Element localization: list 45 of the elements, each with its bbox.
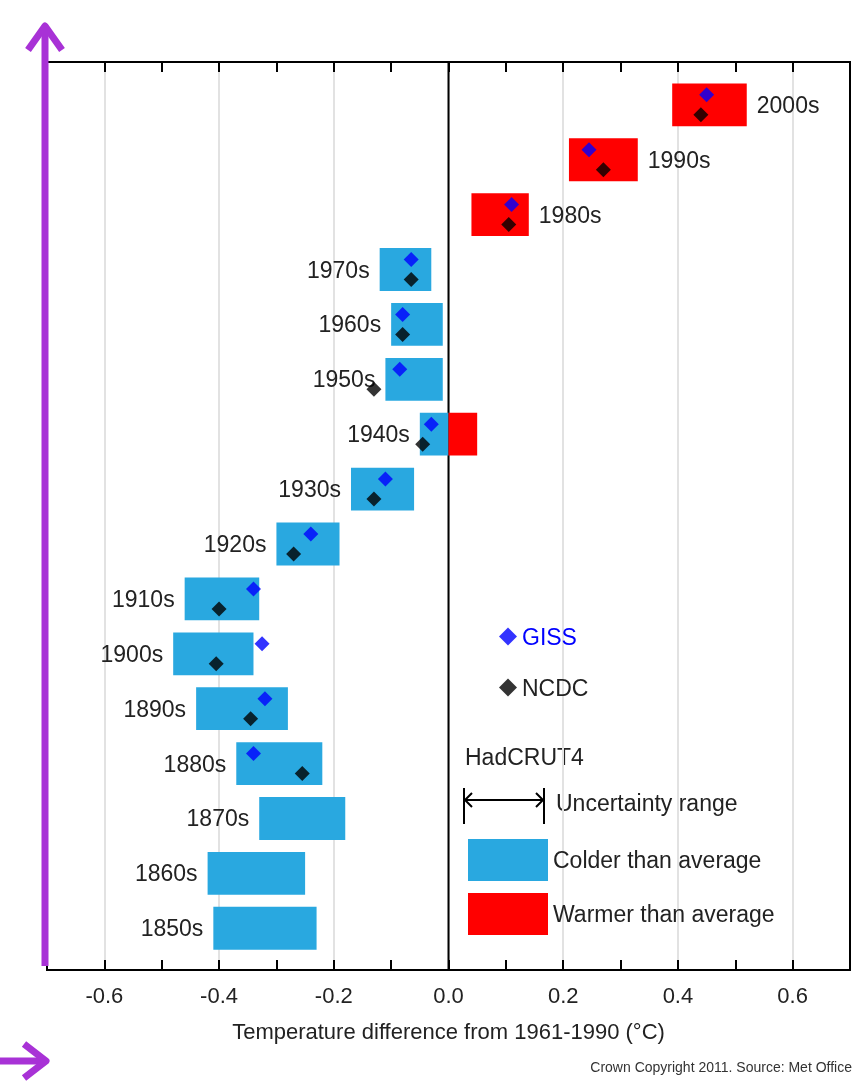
bar [207, 851, 306, 895]
y-tick-label: 1890s [123, 695, 187, 722]
bar [672, 83, 747, 127]
bar [471, 193, 529, 237]
y-tick-label: 1970s [307, 256, 370, 283]
legend-title: HadCRUT4 [465, 743, 585, 770]
y-tick-label: 1880s [163, 750, 227, 777]
y-tick-label: 1990s [647, 146, 711, 173]
bar [259, 797, 346, 840]
bar [213, 906, 317, 950]
y-tick-label: 1960s [318, 311, 382, 338]
y-tick-label: 1870s [186, 805, 250, 832]
legend-label: GISS [522, 623, 577, 650]
bar [236, 742, 323, 785]
legend-label: NCDC [522, 674, 589, 701]
text: Crown Copyright 2011. Source: Met Office [590, 1059, 853, 1075]
y-tick-label: 1950s [312, 366, 376, 393]
x-tick-label: -0.4 [200, 982, 239, 1008]
x-tick-label: -0.2 [314, 982, 353, 1008]
y-tick-label: 1850s [140, 915, 204, 942]
x-axis-title: Temperature difference from 1961-1990 (°C) [232, 1018, 665, 1044]
bar [568, 138, 638, 182]
x-tick-label: 0.4 [662, 982, 694, 1008]
legend-label: Warmer than average [553, 901, 775, 927]
y-tick-label: 1900s [100, 640, 164, 667]
x-tick-label: 0.2 [547, 982, 579, 1008]
y-tick-label: 1930s [278, 476, 341, 503]
bar [276, 522, 340, 566]
legend-label: Colder than average [553, 847, 762, 873]
bar [448, 412, 478, 456]
x-tick-label: 0.6 [777, 982, 808, 1008]
x-tick-label: 0.0 [433, 982, 464, 1008]
y-tick-label: 1940s [347, 421, 410, 448]
bar [173, 632, 254, 676]
bar [184, 577, 260, 621]
y-tick-label: 2000s [756, 91, 820, 118]
y-tick-label: 1860s [134, 860, 198, 887]
bar [350, 467, 415, 511]
y-tick-label: 1980s [538, 201, 602, 228]
y-tick-label: 1910s [111, 585, 175, 612]
y-tick-label: 1920s [203, 531, 267, 557]
annotation: Uncertainty range [556, 789, 738, 816]
bar [196, 687, 288, 731]
bar [385, 357, 443, 401]
x-tick-label: -0.6 [85, 982, 124, 1008]
